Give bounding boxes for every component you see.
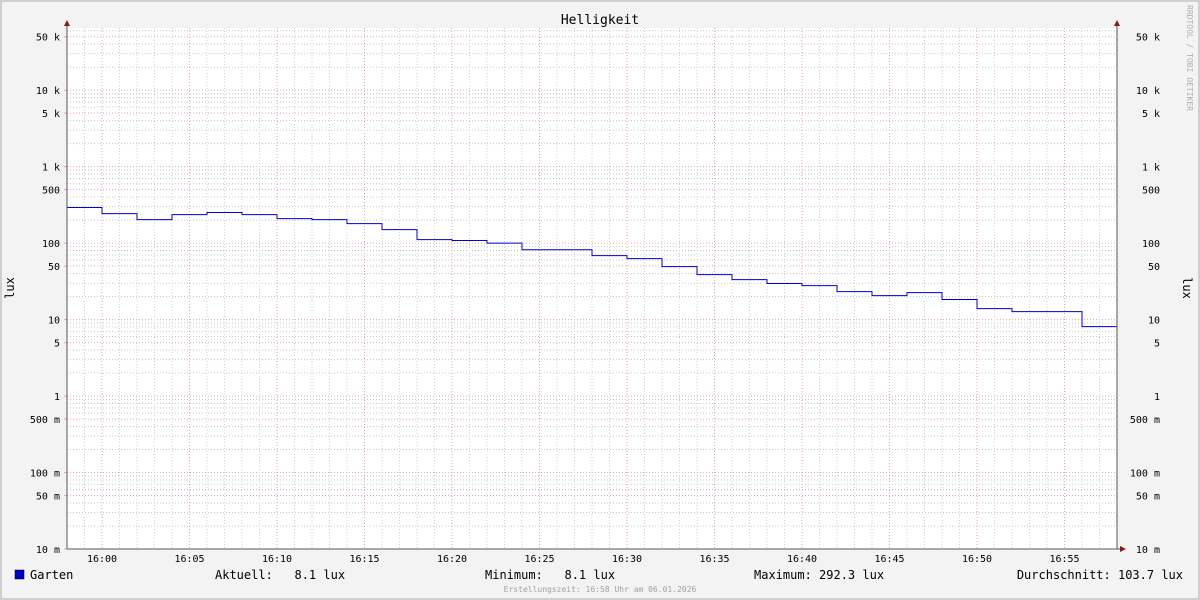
- chart-title: Helligkeit: [561, 13, 639, 28]
- y-tick-label: 500 m: [30, 415, 60, 426]
- x-tick-label: 16:40: [787, 554, 817, 565]
- y-tick-label: 50 k: [36, 33, 60, 44]
- y-tick-label-right: 5: [1154, 339, 1160, 350]
- y-tick-label: 50 m: [36, 492, 60, 503]
- legend-minimum: Minimum: 8.1 lux: [485, 568, 615, 582]
- y-tick-label-right: 5 k: [1142, 109, 1160, 120]
- y-tick-label-right: 1 k: [1142, 163, 1160, 174]
- y-tick-label-right: 100: [1142, 239, 1160, 250]
- x-tick-label: 16:30: [612, 554, 642, 565]
- legend-average: Durchschnitt: 103.7 lux: [1017, 568, 1183, 582]
- y-tick-label: 100: [42, 239, 60, 250]
- legend-series-name: Garten: [30, 568, 73, 582]
- y-tick-label-right: 50 k: [1136, 33, 1160, 44]
- legend-swatch: [14, 569, 25, 580]
- y-tick-label-right: 500: [1142, 186, 1160, 197]
- y-tick-label-right: 10: [1148, 316, 1160, 327]
- x-tick-label: 16:50: [962, 554, 992, 565]
- y-tick-label: 1 k: [42, 163, 60, 174]
- y-tick-label-right: 1: [1154, 392, 1160, 403]
- y-tick-label: 10 m: [36, 545, 60, 556]
- y-axis-right-arrow-icon: [1114, 20, 1120, 26]
- y-tick-label-right: 10 k: [1136, 86, 1160, 97]
- legend-current: Aktuell: 8.1 lux: [215, 568, 345, 582]
- y-tick-label: 100 m: [30, 469, 60, 480]
- y-axis-label-right: lux: [1180, 277, 1194, 299]
- x-tick-label: 16:00: [87, 554, 117, 565]
- y-tick-label-right: 500 m: [1130, 415, 1160, 426]
- y-tick-label: 5 k: [42, 109, 60, 120]
- x-tick-label: 16:20: [437, 554, 467, 565]
- plot-area: [67, 28, 1117, 549]
- x-tick-label: 16:10: [262, 554, 292, 565]
- y-tick-label: 1: [54, 392, 60, 403]
- x-tick-label: 16:05: [174, 554, 204, 565]
- y-tick-label-right: 50: [1148, 262, 1160, 273]
- x-axis-arrow-icon: [1120, 546, 1126, 552]
- y-tick-label: 500: [42, 186, 60, 197]
- series-line-garten: [67, 206, 1117, 328]
- watermark: RRDTOOL / TOBI OETIKER: [1185, 5, 1194, 111]
- x-tick-label: 16:45: [874, 554, 904, 565]
- x-tick-label: 16:25: [524, 554, 554, 565]
- y-tick-label-right: 50 m: [1136, 492, 1160, 503]
- y-axis-label-left: lux: [3, 277, 17, 299]
- y-tick-label: 10 k: [36, 86, 60, 97]
- x-tick-label: 16:35: [699, 554, 729, 565]
- y-tick-label-right: 100 m: [1130, 469, 1160, 480]
- y-tick-label: 10: [48, 316, 60, 327]
- x-tick-label: 16:15: [349, 554, 379, 565]
- y-axis-arrow-icon: [64, 20, 70, 26]
- y-tick-label-right: 10 m: [1136, 545, 1160, 556]
- footer-timestamp: Erstellungszeit: 16:58 Uhr am 06.01.2026: [504, 585, 697, 594]
- y-tick-label: 5: [54, 339, 60, 350]
- legend-maximum: Maximum: 292.3 lux: [754, 568, 884, 582]
- x-tick-label: 16:55: [1049, 554, 1079, 565]
- y-tick-label: 50: [48, 262, 60, 273]
